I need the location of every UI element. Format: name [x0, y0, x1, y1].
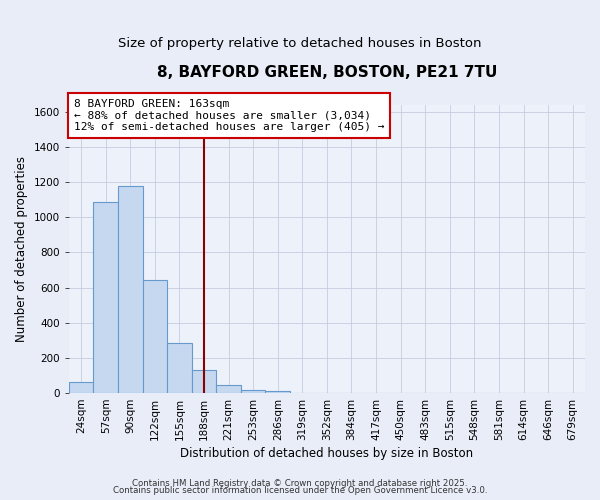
- Bar: [241, 390, 265, 393]
- Bar: [69, 382, 94, 393]
- Bar: [118, 186, 143, 393]
- Bar: [192, 370, 217, 393]
- Text: Contains public sector information licensed under the Open Government Licence v3: Contains public sector information licen…: [113, 486, 487, 495]
- Title: 8, BAYFORD GREEN, BOSTON, PE21 7TU: 8, BAYFORD GREEN, BOSTON, PE21 7TU: [157, 65, 497, 80]
- Bar: [265, 392, 290, 393]
- X-axis label: Distribution of detached houses by size in Boston: Distribution of detached houses by size …: [181, 447, 473, 460]
- Bar: [217, 385, 241, 393]
- Text: Size of property relative to detached houses in Boston: Size of property relative to detached ho…: [118, 38, 482, 51]
- Text: 8 BAYFORD GREEN: 163sqm
← 88% of detached houses are smaller (3,034)
12% of semi: 8 BAYFORD GREEN: 163sqm ← 88% of detache…: [74, 99, 385, 132]
- Bar: [94, 202, 118, 393]
- Text: Contains HM Land Registry data © Crown copyright and database right 2025.: Contains HM Land Registry data © Crown c…: [132, 478, 468, 488]
- Bar: [143, 280, 167, 393]
- Y-axis label: Number of detached properties: Number of detached properties: [15, 156, 28, 342]
- Bar: [167, 343, 192, 393]
